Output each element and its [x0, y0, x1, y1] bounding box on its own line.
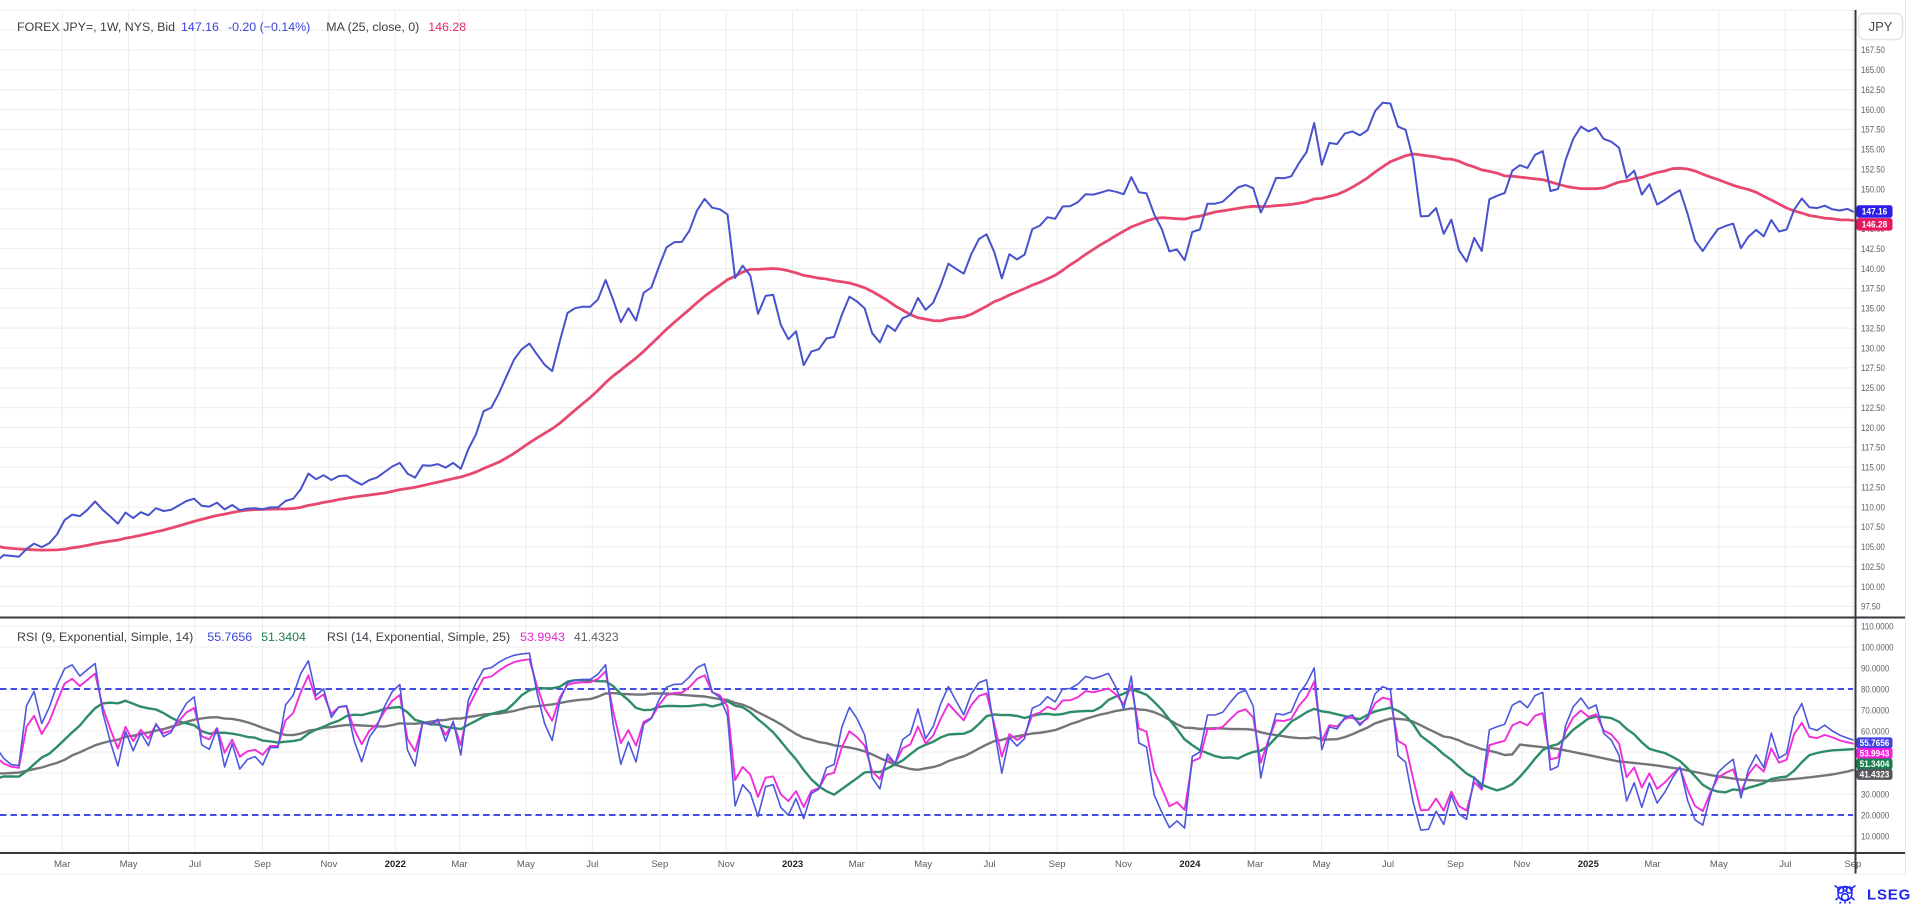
svg-text:140.00: 140.00	[1861, 264, 1885, 274]
svg-text:135.00: 135.00	[1861, 304, 1885, 314]
svg-text:100.00: 100.00	[1861, 582, 1885, 592]
svg-text:70.0000: 70.0000	[1861, 705, 1889, 715]
svg-text:2023: 2023	[782, 859, 803, 870]
svg-text:155.00: 155.00	[1861, 145, 1885, 155]
svg-text:Mar: Mar	[1247, 859, 1263, 870]
svg-text:10.0000: 10.0000	[1861, 831, 1889, 841]
svg-text:162.50: 162.50	[1861, 85, 1885, 95]
svg-text:125.00: 125.00	[1861, 383, 1885, 393]
svg-text:130.00: 130.00	[1861, 343, 1885, 353]
svg-text:152.50: 152.50	[1861, 164, 1885, 174]
svg-text:30.0000: 30.0000	[1861, 789, 1889, 799]
svg-text:137.50: 137.50	[1861, 284, 1885, 294]
svg-text:110.00: 110.00	[1861, 502, 1885, 512]
svg-text:122.50: 122.50	[1861, 403, 1885, 413]
svg-text:97.50: 97.50	[1861, 602, 1881, 612]
svg-text:115.00: 115.00	[1861, 463, 1885, 473]
svg-text:LSEG: LSEG	[1867, 887, 1911, 904]
svg-text:110.0000: 110.0000	[1861, 621, 1894, 631]
svg-text:Jul: Jul	[984, 859, 996, 870]
svg-text:107.50: 107.50	[1861, 522, 1885, 532]
svg-text:Sep: Sep	[651, 859, 668, 870]
svg-text:Nov: Nov	[718, 859, 735, 870]
svg-text:80.0000: 80.0000	[1861, 684, 1889, 694]
svg-text:100.0000: 100.0000	[1861, 642, 1894, 652]
svg-text:165.00: 165.00	[1861, 65, 1885, 75]
svg-text:Nov: Nov	[320, 859, 337, 870]
svg-text:60.0000: 60.0000	[1861, 726, 1889, 736]
svg-text:JPY: JPY	[1869, 19, 1893, 34]
svg-text:2025: 2025	[1578, 859, 1600, 870]
svg-text:May: May	[1313, 859, 1331, 870]
svg-text:Nov: Nov	[1115, 859, 1132, 870]
svg-text:Sep: Sep	[1049, 859, 1066, 870]
svg-text:147.16: 147.16	[1862, 207, 1887, 217]
svg-text:167.50: 167.50	[1861, 45, 1885, 55]
svg-text:127.50: 127.50	[1861, 363, 1885, 373]
svg-text:90.0000: 90.0000	[1861, 663, 1889, 673]
svg-text:55.7656: 55.7656	[1860, 738, 1890, 748]
svg-text:146.28: 146.28	[1862, 220, 1887, 230]
svg-text:105.00: 105.00	[1861, 542, 1885, 552]
svg-text:160.00: 160.00	[1861, 105, 1885, 115]
svg-text:Sep: Sep	[1447, 859, 1464, 870]
svg-text:120.00: 120.00	[1861, 423, 1885, 433]
svg-text:Mar: Mar	[54, 859, 70, 870]
svg-text:May: May	[1710, 859, 1728, 870]
svg-text:Sep: Sep	[1844, 859, 1861, 870]
svg-text:Sep: Sep	[254, 859, 271, 870]
svg-text:2024: 2024	[1179, 859, 1201, 870]
svg-text:51.3404: 51.3404	[1860, 759, 1890, 769]
svg-text:Jul: Jul	[1382, 859, 1394, 870]
svg-text:157.50: 157.50	[1861, 125, 1885, 135]
svg-text:May: May	[914, 859, 932, 870]
svg-text:May: May	[517, 859, 535, 870]
svg-text:53.9943: 53.9943	[1860, 749, 1890, 759]
svg-text:102.50: 102.50	[1861, 562, 1885, 572]
svg-text:Nov: Nov	[1513, 859, 1530, 870]
svg-text:May: May	[120, 859, 138, 870]
svg-text:Jul: Jul	[189, 859, 201, 870]
svg-text:Mar: Mar	[1644, 859, 1660, 870]
svg-text:142.50: 142.50	[1861, 244, 1885, 254]
svg-text:41.4323: 41.4323	[1860, 770, 1890, 780]
svg-text:150.00: 150.00	[1861, 184, 1885, 194]
svg-text:20.0000: 20.0000	[1861, 810, 1889, 820]
svg-text:112.50: 112.50	[1861, 482, 1885, 492]
svg-text:RSI (9, Exponential, Simple, 1: RSI (9, Exponential, Simple, 14) 55.7656 5…	[17, 630, 619, 644]
svg-text:132.50: 132.50	[1861, 323, 1885, 333]
svg-text:117.50: 117.50	[1861, 443, 1885, 453]
svg-text:Mar: Mar	[849, 859, 865, 870]
svg-text:2022: 2022	[385, 859, 406, 870]
svg-text:Jul: Jul	[586, 859, 598, 870]
svg-text:Jul: Jul	[1779, 859, 1791, 870]
svg-text:Mar: Mar	[451, 859, 467, 870]
